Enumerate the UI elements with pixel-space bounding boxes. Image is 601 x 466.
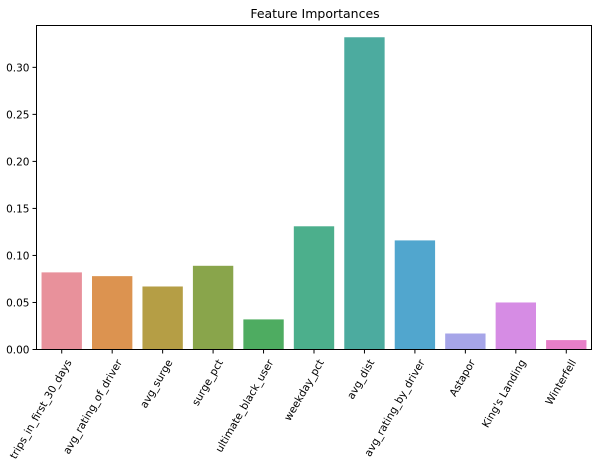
bar-avg-rating-by-driver (394, 240, 436, 350)
y-tick-label: 0.10 (6, 250, 29, 262)
x-tick-label: ultimate_black_user (213, 357, 276, 455)
y-tick-label: 0.00 (6, 345, 29, 357)
chart-title: Feature Importances (250, 6, 379, 21)
bar-avg-dist (344, 37, 385, 350)
x-tick-label: avg_surge (138, 358, 175, 411)
bar-astapor (445, 333, 486, 350)
bar-surge-pct (192, 265, 234, 350)
bar-weekday-pct (293, 226, 335, 350)
x-tick-label: Astapor (447, 357, 478, 399)
x-tick-label: weekday_pct (282, 358, 327, 424)
bars-layer (41, 37, 587, 350)
bar-winterfell (546, 340, 587, 350)
bar-ultimate-black-user (243, 319, 284, 350)
plot-frame (36, 25, 592, 350)
x-tick-label: Winterfell (543, 358, 579, 408)
bar-trips-in-first-30-days (41, 272, 82, 350)
x-tick-label: avg_rating_of_driver (61, 357, 125, 456)
x-tick-label: surge_pct (190, 358, 226, 408)
y-axis: 0.00 0.05 0.10 0.15 0.20 0.25 0.30 (6, 62, 37, 357)
x-axis: trips_in_first_30_daysavg_rating_of_driv… (8, 349, 579, 461)
bar-king-s-landing (495, 302, 536, 350)
y-tick-label: 0.30 (6, 62, 29, 74)
x-tick-label: avg_dist (345, 358, 377, 402)
bar-avg-surge (142, 286, 183, 350)
bar-avg-rating-of-driver (92, 276, 133, 350)
y-tick-label: 0.15 (6, 203, 29, 215)
x-tick-label: King's Landing (480, 358, 529, 430)
y-tick-label: 0.25 (6, 109, 29, 121)
y-tick-label: 0.05 (6, 297, 29, 309)
y-tick-label: 0.20 (6, 156, 29, 168)
